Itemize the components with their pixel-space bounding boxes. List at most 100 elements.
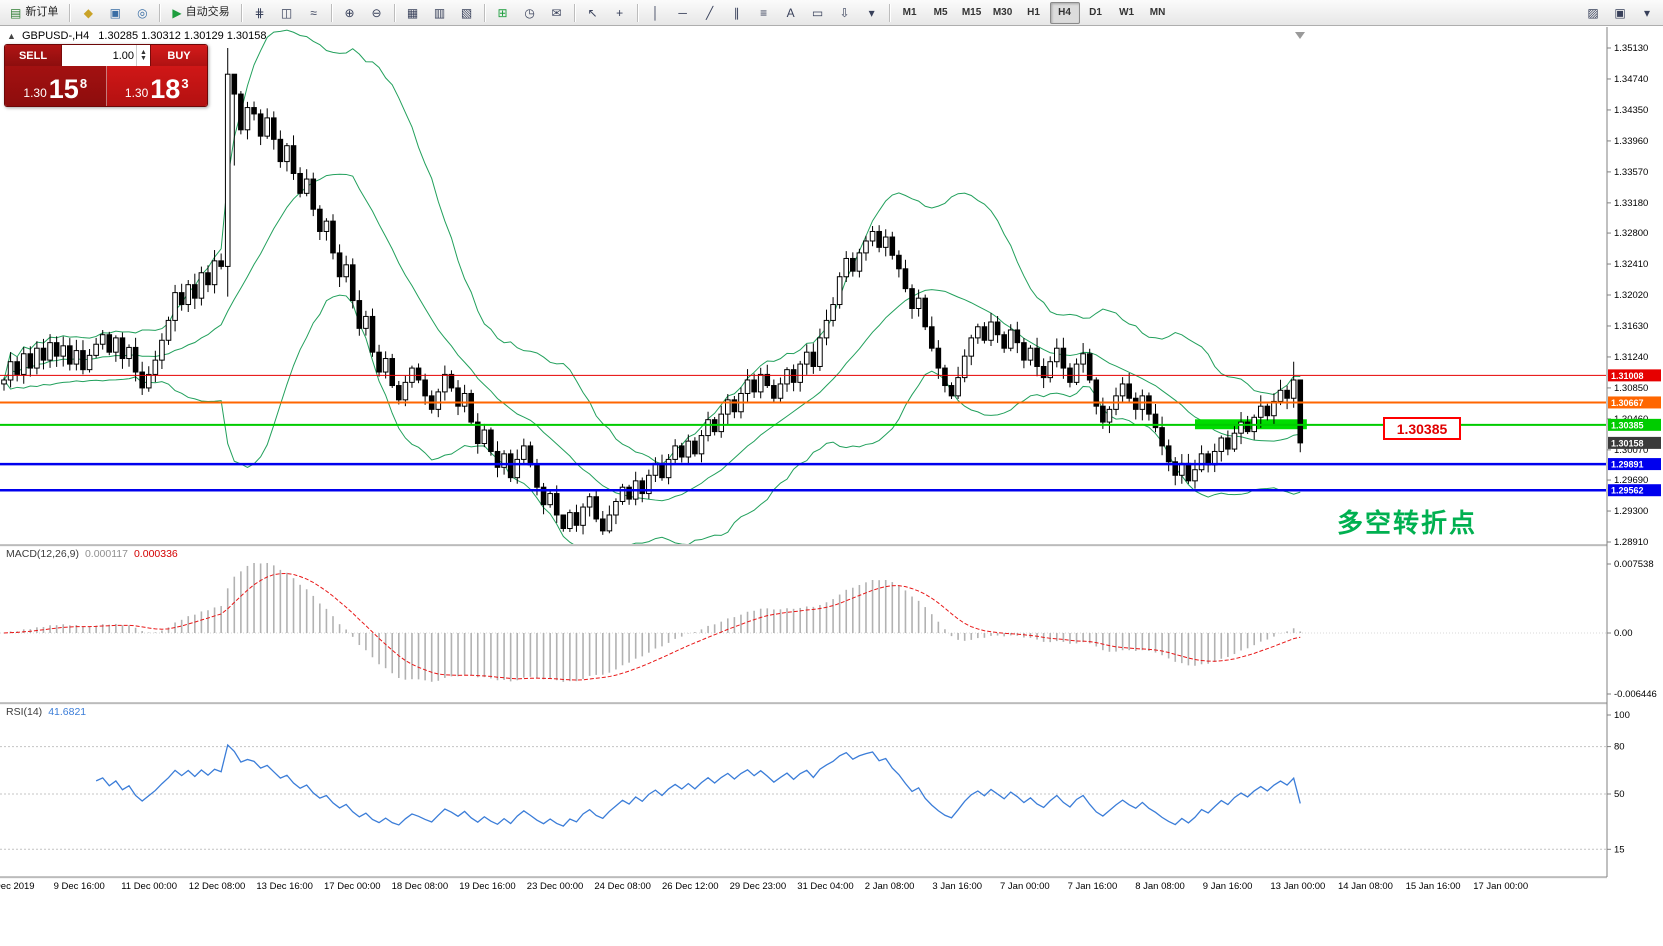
- shapes-dropdown[interactable]: ▾: [859, 2, 885, 24]
- timeframe-m5[interactable]: M5: [926, 2, 956, 24]
- svg-text:50: 50: [1614, 789, 1625, 800]
- channel-button[interactable]: ∥: [724, 2, 750, 24]
- svg-text:8 Jan 08:00: 8 Jan 08:00: [1135, 881, 1185, 892]
- svg-text:17 Jan 00:00: 17 Jan 00:00: [1473, 881, 1528, 892]
- chart-shift-icon: ▧: [460, 5, 473, 20]
- symbol-title: GBPUSD-,H4: [21, 30, 90, 42]
- volume-input[interactable]: [62, 48, 136, 63]
- indicators-button[interactable]: ⊞: [490, 2, 516, 24]
- svg-text:1.33960: 1.33960: [1614, 136, 1648, 147]
- price-annotation-label[interactable]: 1.30385: [1383, 417, 1461, 440]
- buy-button[interactable]: BUY: [151, 45, 207, 66]
- timeframe-m30-label: M30: [992, 6, 1013, 18]
- time-axis[interactable]: 5 Dec 2019 9 Dec 16:00 11 Dec 00:00 12 Dec …: [0, 881, 1528, 892]
- text-button[interactable]: A: [778, 2, 804, 24]
- svg-text:1.29300: 1.29300: [1614, 506, 1648, 517]
- auto-trading-button[interactable]: ▶ 自动交易: [165, 2, 236, 24]
- data-window-button[interactable]: ▣: [102, 2, 128, 24]
- timeframe-m30[interactable]: M30: [988, 2, 1018, 24]
- periods-button[interactable]: ◷: [517, 2, 543, 24]
- svg-text:1.30070: 1.30070: [1614, 445, 1648, 456]
- crosshair-button[interactable]: +: [607, 2, 633, 24]
- templates-button[interactable]: ✉: [544, 2, 570, 24]
- trendline-button[interactable]: ╱: [697, 2, 723, 24]
- svg-text:11 Dec 00:00: 11 Dec 00:00: [121, 881, 177, 892]
- svg-text:31 Dec 04:00: 31 Dec 04:00: [797, 881, 854, 892]
- sell-price-prefix: 1.30: [23, 86, 47, 100]
- svg-text:13 Jan 00:00: 13 Jan 00:00: [1270, 881, 1325, 892]
- macd-title: MACD(12,26,9): [6, 548, 79, 560]
- timeframe-m15[interactable]: M15: [957, 2, 987, 24]
- label-button[interactable]: ▭: [805, 2, 831, 24]
- svg-text:19 Dec 16:00: 19 Dec 16:00: [459, 881, 516, 892]
- chart-window-button[interactable]: ◆: [75, 2, 101, 24]
- svg-text:-0.006446: -0.006446: [1614, 689, 1657, 700]
- timeframe-h4[interactable]: H4: [1049, 1, 1080, 24]
- new-order-button[interactable]: ▤ 新订单: [3, 2, 65, 24]
- note-annotation[interactable]: 多空转折点: [1337, 508, 1478, 538]
- horizontal-level-lines[interactable]: [0, 374, 1606, 492]
- timeframe-m5-label: M5: [933, 6, 948, 18]
- indicators-icon: ⊞: [497, 5, 508, 20]
- profiles-icon: ▨: [1587, 5, 1599, 20]
- auto-scroll-button[interactable]: ▥: [427, 2, 453, 24]
- tile-windows-button[interactable]: ▦: [400, 2, 426, 24]
- symbol-ohlc: 1.30285 1.30312 1.30129 1.30158: [98, 30, 267, 42]
- volume-stepper[interactable]: ▲ ▼: [136, 45, 150, 66]
- fibonacci-button[interactable]: ≡: [751, 2, 777, 24]
- svg-text:1.31008: 1.31008: [1611, 371, 1644, 381]
- volume-up-icon[interactable]: ▲: [140, 48, 147, 56]
- candlestick-mode-icon: ◫: [280, 5, 293, 20]
- svg-text:12 Dec 08:00: 12 Dec 08:00: [189, 881, 246, 892]
- svg-text:1.34740: 1.34740: [1614, 74, 1648, 85]
- cursor-button[interactable]: ↖: [580, 2, 606, 24]
- timeframe-w1[interactable]: W1: [1112, 2, 1142, 24]
- vertical-line-button[interactable]: │: [643, 2, 669, 24]
- candlestick-mode-button[interactable]: ◫: [274, 2, 300, 24]
- svg-text:9 Jan 16:00: 9 Jan 16:00: [1203, 881, 1253, 892]
- window-list-button[interactable]: ▣: [1607, 2, 1633, 24]
- timeframe-h1-label: H1: [1027, 6, 1040, 18]
- toolbar-separator: [330, 3, 333, 22]
- periods-icon: ◷: [524, 5, 535, 20]
- arrows-button[interactable]: ⇩: [832, 2, 858, 24]
- toolbar-separator: [240, 3, 243, 22]
- svg-text:1.28910: 1.28910: [1614, 537, 1648, 548]
- bar-chart-mode-button[interactable]: ⋕: [247, 2, 273, 24]
- more-dropdown[interactable]: ▾: [1634, 2, 1660, 24]
- line-chart-mode-button[interactable]: ≈: [301, 2, 327, 24]
- rsi-title: RSI(14): [6, 706, 43, 718]
- timeframe-d1[interactable]: D1: [1081, 2, 1111, 24]
- svg-text:100: 100: [1614, 710, 1630, 721]
- svg-text:80: 80: [1614, 742, 1625, 753]
- sell-button[interactable]: SELL: [5, 45, 61, 66]
- svg-text:1.29690: 1.29690: [1614, 475, 1648, 486]
- templates-icon: ✉: [551, 5, 562, 20]
- svg-text:1.32800: 1.32800: [1614, 228, 1648, 239]
- volume-down-icon[interactable]: ▼: [140, 54, 147, 62]
- one-click-toggle[interactable]: ▲: [7, 31, 16, 41]
- sell-price-button[interactable]: 1.30 15 8: [5, 66, 107, 106]
- toolbar-separator: [159, 3, 162, 22]
- svg-text:1.29562: 1.29562: [1611, 486, 1644, 496]
- timeframe-h1[interactable]: H1: [1019, 2, 1049, 24]
- svg-text:1.31630: 1.31630: [1614, 321, 1648, 332]
- toolbar-right-group: ▨ ▣ ▾: [1580, 2, 1660, 24]
- timeframe-mn[interactable]: MN: [1143, 2, 1173, 24]
- profiles-button[interactable]: ▨: [1580, 2, 1606, 24]
- zoom-in-button[interactable]: ⊕: [337, 2, 363, 24]
- horizontal-line-button[interactable]: ─: [670, 2, 696, 24]
- svg-text:1.32020: 1.32020: [1614, 290, 1648, 301]
- rsi-axis: 100 80 50 15: [1607, 710, 1630, 855]
- svg-text:1.33570: 1.33570: [1614, 167, 1648, 178]
- chart-canvas[interactable]: 1.35130 1.34740 1.34350 1.33960 1.33570 1.331…: [0, 27, 1663, 946]
- toolbar-separator: [636, 3, 639, 22]
- zoom-out-button[interactable]: ⊖: [364, 2, 390, 24]
- timeframe-m1[interactable]: M1: [895, 2, 925, 24]
- chart-shift-button[interactable]: ▧: [454, 2, 480, 24]
- svg-text:0.007538: 0.007538: [1614, 559, 1654, 570]
- price-axis[interactable]: 1.35130 1.34740 1.34350 1.33960 1.33570 1.331…: [1606, 27, 1663, 946]
- community-button[interactable]: ◎: [129, 2, 155, 24]
- buy-price-button[interactable]: 1.30 18 3: [106, 66, 207, 106]
- svg-text:14 Jan 08:00: 14 Jan 08:00: [1338, 881, 1393, 892]
